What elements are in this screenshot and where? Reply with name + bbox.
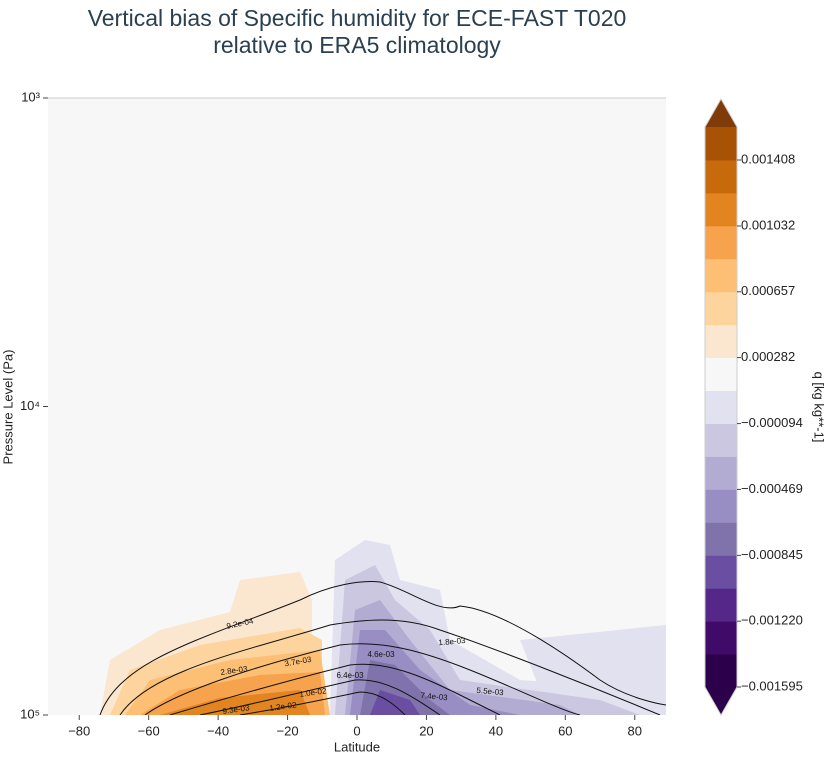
contour-label: 1.8e-03	[438, 636, 466, 647]
x-tick-label: 20	[419, 723, 433, 738]
contour-fills	[100, 540, 666, 715]
colorbar-band	[705, 456, 737, 490]
colorbar-band	[705, 324, 737, 359]
x-axis-label: Latitude	[334, 739, 380, 754]
x-tick-label: −60	[138, 723, 160, 738]
contour-label: 5.5e-03	[476, 686, 504, 697]
chart-title: Vertical bias of Specific humidity for E…	[88, 5, 627, 31]
colorbar-band	[705, 390, 737, 424]
colorbar-tick-label: 0.000657	[741, 283, 795, 298]
x-tick-label: −40	[207, 723, 229, 738]
colorbar-tick-label: −0.000845	[741, 547, 803, 562]
colorbar-label: q [kg kg**-1]	[812, 372, 827, 443]
colorbar-band	[705, 621, 737, 655]
contour-label: 6.4e-03	[336, 671, 364, 680]
contour-label: 9.3e-03	[222, 703, 251, 716]
colorbar-band	[705, 555, 737, 589]
y-axis-label: Pressure Level (Pa)	[0, 350, 15, 465]
colorbar-band	[705, 654, 737, 688]
x-tick-label: 80	[628, 723, 642, 738]
chart-subtitle: relative to ERA5 climatology	[213, 32, 501, 58]
colorbar-tick-label: −0.001595	[741, 678, 803, 693]
colorbar-band	[705, 258, 737, 293]
colorbar-tick-label: 0.001032	[741, 217, 795, 232]
colorbar-band	[705, 489, 737, 523]
colorbar-tick-label: 0.001408	[741, 151, 795, 166]
colorbar-band	[705, 291, 737, 326]
y-tick-label: 10⁵	[20, 706, 40, 721]
x-tick-label: 0	[353, 723, 360, 738]
colorbar-band	[705, 588, 737, 622]
colorbar-extend-low	[705, 687, 737, 715]
x-tick-label: −20	[277, 723, 299, 738]
contour-label: 1.0e-02	[299, 686, 328, 699]
y-tick-label: 10⁴	[20, 398, 40, 413]
contour-label: 1.2e-02	[269, 700, 298, 713]
contour-label: 4.6e-03	[367, 650, 395, 659]
colorbar-extend-high	[705, 99, 737, 127]
x-tick-label: 60	[558, 723, 572, 738]
x-tick-label: 40	[489, 723, 503, 738]
colorbar-band	[705, 522, 737, 556]
colorbar-band	[705, 225, 737, 260]
colorbar-tick-label: −0.000094	[741, 415, 803, 430]
colorbar-band	[705, 159, 737, 194]
contour-label: 7.4e-03	[420, 691, 448, 702]
y-tick-label: 10³	[21, 89, 40, 104]
colorbar-band	[705, 423, 737, 457]
colorbar-tick-label: 0.000282	[741, 349, 795, 364]
colorbar-tick-label: −0.001220	[741, 613, 803, 628]
colorbar-band	[705, 127, 737, 161]
x-tick-label: −80	[68, 723, 90, 738]
colorbar-tick-label: −0.000469	[741, 481, 803, 496]
colorbar-band	[705, 192, 737, 227]
colorbar-outline	[704, 97, 738, 717]
colorbar-band	[705, 357, 737, 392]
contour-label: 2.8e-03	[220, 664, 249, 677]
contour-lines	[99, 581, 666, 715]
